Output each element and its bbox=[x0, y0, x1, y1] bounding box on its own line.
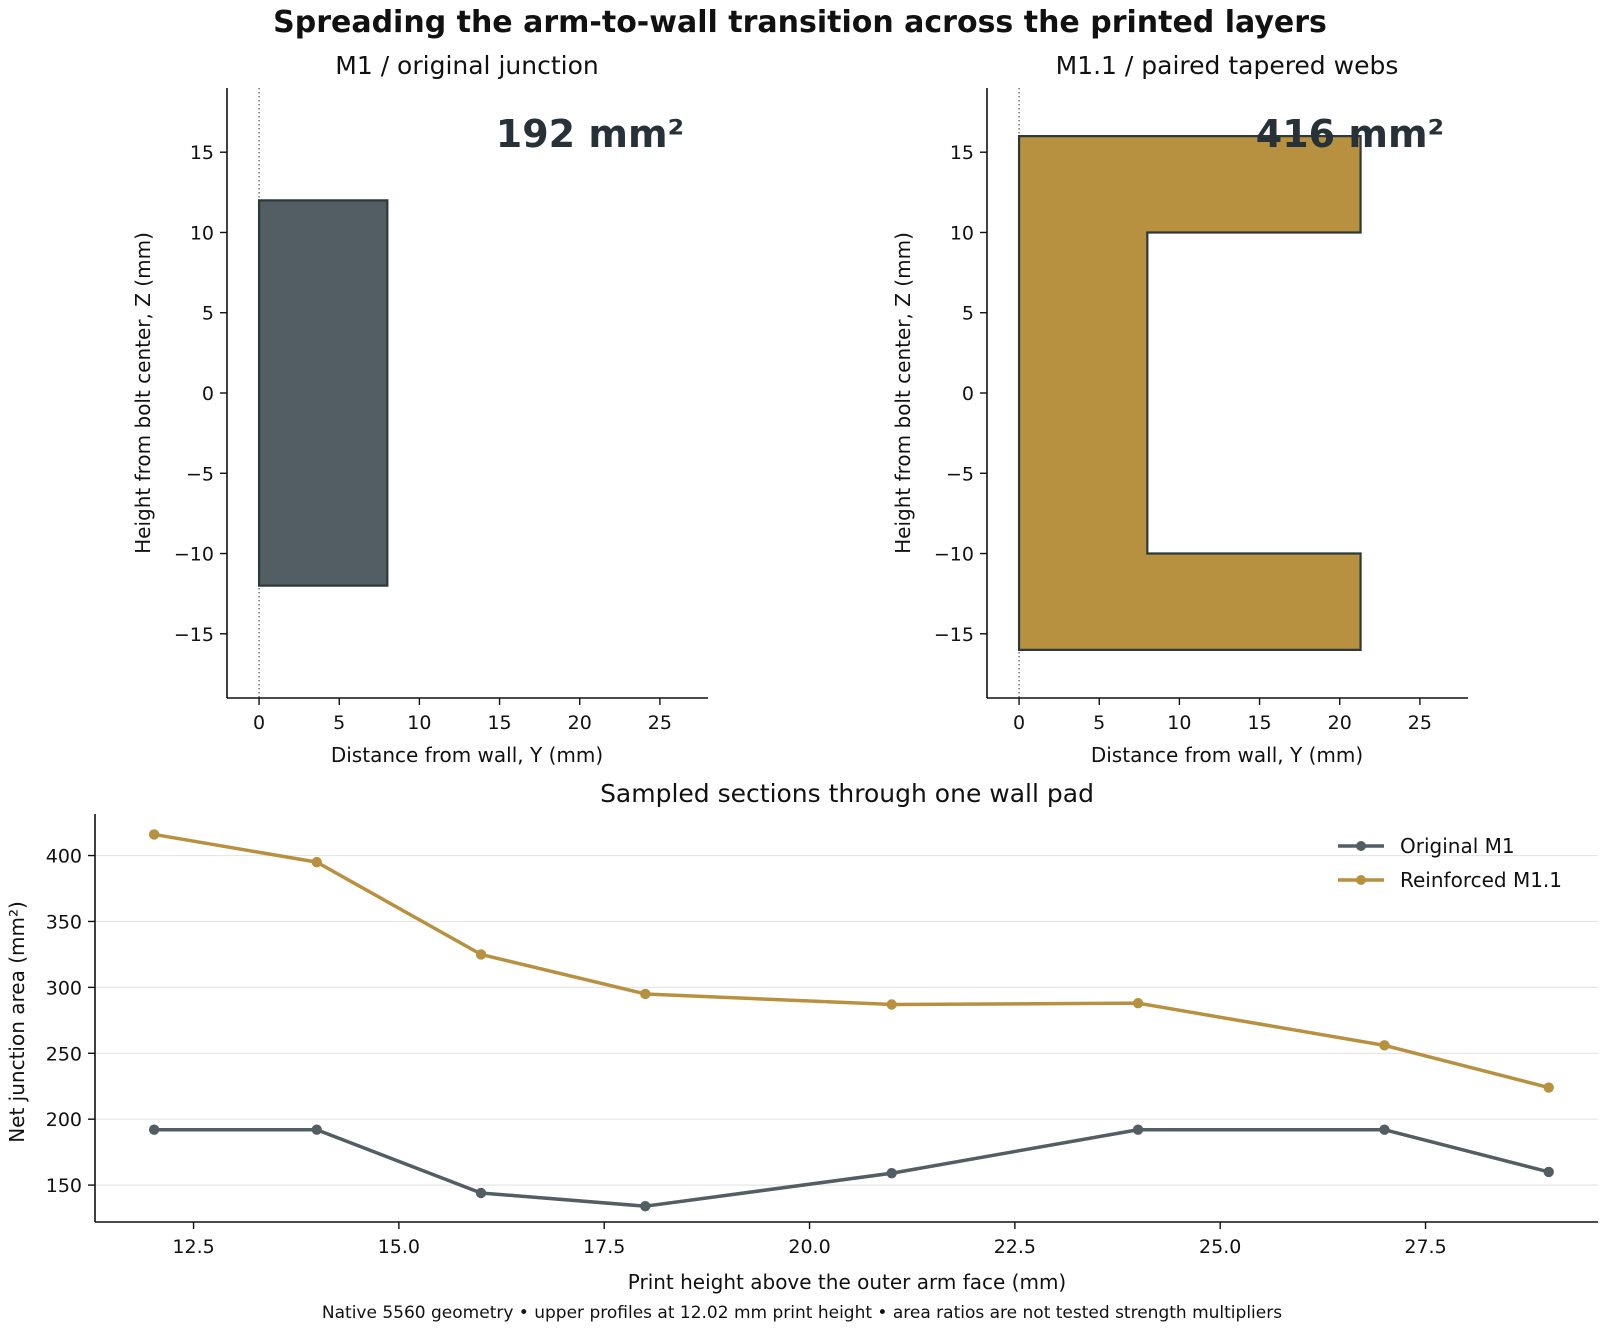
y-tick-label: 300 bbox=[46, 977, 82, 999]
series-original-m1-point bbox=[311, 1124, 322, 1135]
x-tick-label: 5 bbox=[1093, 712, 1105, 734]
panel-title: Sampled sections through one wall pad bbox=[600, 779, 1094, 808]
y-tick-label: 350 bbox=[46, 911, 82, 933]
x-axis-label: Print height above the outer arm face (m… bbox=[628, 1270, 1066, 1294]
y-tick-label: 250 bbox=[46, 1043, 82, 1065]
series-reinforced-m11-point bbox=[1543, 1082, 1554, 1093]
panel-sampled-sections: Sampled sections through one wall pad 12… bbox=[5, 779, 1598, 1294]
y-tick-label: −5 bbox=[946, 463, 974, 485]
y-tick-label: 400 bbox=[46, 846, 82, 868]
series-original-m1-point bbox=[886, 1168, 897, 1179]
footnote: Native 5560 geometry • upper profiles at… bbox=[322, 1303, 1282, 1323]
plot-area: 0 5 10 15 20 25 −15 −10 −5 0 5 10 15 bbox=[174, 88, 708, 734]
plot-area: 0 5 10 15 20 25 −15 −10 −5 0 5 10 15 bbox=[934, 88, 1468, 734]
series-original-m1-point bbox=[148, 1124, 160, 1135]
y-tick-label: −15 bbox=[934, 624, 974, 646]
plot-area: 12.5 15.0 17.5 20.0 22.5 25.0 27.5 150 200 250 300… bbox=[46, 814, 1598, 1258]
series-original-m1-point bbox=[1132, 1124, 1144, 1135]
y-tick-label: 200 bbox=[46, 1109, 82, 1131]
x-axis-label: Distance from wall, Y (mm) bbox=[331, 743, 603, 767]
series-original-m1-point bbox=[640, 1200, 651, 1212]
y-tick-label: 0 bbox=[202, 383, 214, 405]
series-original-m1-point bbox=[1379, 1124, 1390, 1135]
x-tick-label: 5 bbox=[333, 712, 345, 734]
x-tick-label: 27.5 bbox=[1404, 1236, 1446, 1258]
x-tick-label: 25 bbox=[648, 712, 672, 734]
area-annotation: 416 mm² bbox=[1256, 112, 1444, 156]
y-tick-label: −15 bbox=[174, 624, 214, 646]
series-reinforced-m11-line bbox=[153, 832, 1550, 1090]
panel-title: M1 / original junction bbox=[335, 51, 598, 80]
series-reinforced-m11-point bbox=[886, 999, 897, 1010]
x-tick-label: 25 bbox=[1408, 712, 1432, 734]
panel-title: M1.1 / paired tapered webs bbox=[1056, 51, 1399, 80]
series-reinforced-m11-point bbox=[1379, 1040, 1390, 1051]
y-tick-label: 10 bbox=[190, 222, 214, 244]
series-original-m1-point bbox=[475, 1187, 487, 1199]
y-tick-label: 150 bbox=[46, 1175, 82, 1197]
x-tick-label: 25.0 bbox=[1199, 1236, 1241, 1258]
y-tick-label: 15 bbox=[190, 142, 214, 164]
y-axis-label: Net junction area (mm²) bbox=[5, 901, 29, 1143]
y-tick-label: 5 bbox=[202, 303, 214, 325]
x-tick-label: 20 bbox=[568, 712, 592, 734]
figure-title: Spreading the arm-to-wall transition acr… bbox=[273, 5, 1327, 40]
series-original-m1-line bbox=[154, 1127, 1550, 1208]
x-tick-label: 20 bbox=[1328, 712, 1352, 734]
x-tick-label: 15 bbox=[487, 712, 511, 734]
y-axis-label: Height from bolt center, Z (mm) bbox=[131, 232, 155, 554]
legend-label-original: Original M1 bbox=[1400, 834, 1515, 858]
area-annotation: 192 mm² bbox=[496, 112, 684, 156]
y-tick-label: −5 bbox=[186, 463, 214, 485]
x-tick-label: 17.5 bbox=[583, 1236, 625, 1258]
x-tick-label: 12.5 bbox=[172, 1236, 214, 1258]
y-tick-label: 5 bbox=[962, 303, 974, 325]
x-tick-label: 15 bbox=[1247, 712, 1271, 734]
x-tick-label: 15.0 bbox=[378, 1236, 420, 1258]
legend-marker-reinforced bbox=[1356, 875, 1366, 885]
y-axis-label: Height from bolt center, Z (mm) bbox=[891, 232, 915, 554]
junction-profile bbox=[257, 199, 389, 587]
x-axis-label: Distance from wall, Y (mm) bbox=[1091, 743, 1363, 767]
y-tick-label: 0 bbox=[962, 383, 974, 405]
panel-m11-reinforced: M1.1 / paired tapered webs 0 5 10 15 20 25 −15… bbox=[891, 51, 1468, 767]
x-tick-label: 10 bbox=[1167, 712, 1191, 734]
x-tick-label: 10 bbox=[407, 712, 431, 734]
series-reinforced-m11-point bbox=[1132, 997, 1144, 1009]
series-reinforced-m11-point bbox=[475, 949, 487, 960]
series-reinforced-m11-point bbox=[640, 988, 651, 1000]
series-reinforced-m11-point bbox=[148, 829, 160, 840]
x-tick-label: 22.5 bbox=[994, 1236, 1036, 1258]
series-reinforced-m11-point bbox=[311, 856, 322, 868]
y-tick-label: −10 bbox=[934, 544, 974, 566]
junction-profile bbox=[1017, 135, 1362, 651]
x-tick-label: 20.0 bbox=[788, 1236, 830, 1258]
x-tick-label: 0 bbox=[1013, 712, 1025, 734]
y-tick-label: −10 bbox=[174, 544, 214, 566]
legend-label-reinforced: Reinforced M1.1 bbox=[1400, 868, 1562, 892]
y-tick-label: 15 bbox=[950, 142, 974, 164]
legend: Original M1 Reinforced M1.1 bbox=[1338, 834, 1562, 892]
panel-m1-original: M1 / original junction 0 5 10 15 20 25 −15 −10 −… bbox=[131, 51, 708, 767]
legend-marker-original bbox=[1356, 841, 1366, 851]
series-original-m1-point bbox=[1543, 1166, 1554, 1178]
x-tick-label: 0 bbox=[253, 712, 265, 734]
y-tick-label: 10 bbox=[950, 222, 974, 244]
